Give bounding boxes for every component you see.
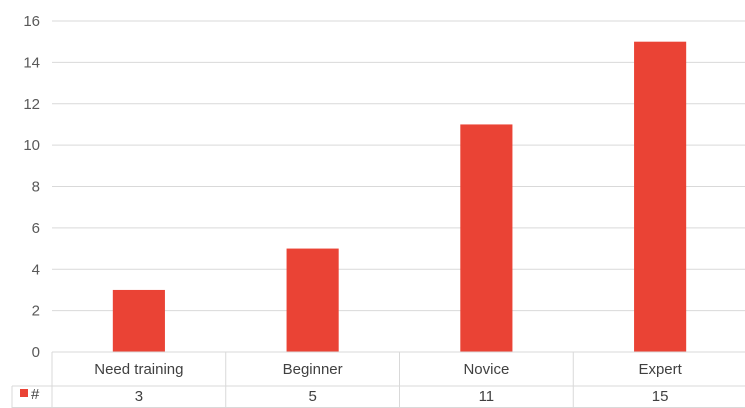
y-tick-label: 4 — [32, 261, 40, 278]
y-tick-label: 14 — [23, 54, 40, 71]
data-table-value: 3 — [135, 388, 143, 405]
legend: # — [20, 386, 40, 403]
category-label: Novice — [463, 361, 509, 378]
y-tick-label: 0 — [32, 344, 40, 361]
data-table-value: 15 — [652, 388, 669, 405]
y-tick-label: 2 — [32, 303, 40, 320]
y-tick-label: 10 — [23, 137, 40, 154]
data-table-value: 11 — [479, 388, 495, 405]
gridlines — [52, 20, 745, 353]
y-axis-tick-labels: 0 2 4 6 8 10 12 14 16 — [23, 13, 40, 361]
data-table-values: 3 5 11 15 — [135, 388, 669, 405]
data-table-value: 5 — [308, 388, 316, 405]
bars — [112, 41, 687, 352]
bar — [112, 289, 165, 352]
y-tick-label: 12 — [23, 96, 40, 113]
category-label: Expert — [638, 361, 682, 378]
category-label: Beginner — [283, 361, 343, 378]
bar — [634, 41, 687, 352]
y-tick-label: 8 — [32, 179, 40, 196]
category-label: Need training — [94, 361, 183, 378]
y-tick-label: 6 — [32, 220, 40, 237]
bar — [460, 124, 513, 352]
category-labels: Need training Beginner Novice Expert — [94, 361, 682, 378]
y-tick-label: 16 — [23, 13, 40, 30]
legend-swatch-icon — [20, 389, 28, 397]
legend-series-name: # — [31, 386, 40, 403]
bar — [286, 248, 339, 352]
